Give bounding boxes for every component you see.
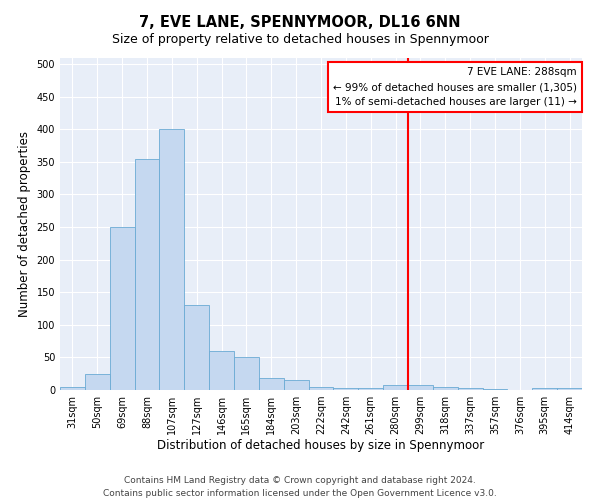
- Bar: [408, 386, 433, 390]
- Bar: [458, 388, 482, 390]
- Text: Size of property relative to detached houses in Spennymoor: Size of property relative to detached ho…: [112, 32, 488, 46]
- Bar: [160, 129, 184, 390]
- Bar: [184, 305, 209, 390]
- Bar: [110, 227, 134, 390]
- Bar: [334, 388, 358, 390]
- Bar: [557, 388, 582, 390]
- Y-axis label: Number of detached properties: Number of detached properties: [18, 130, 31, 317]
- Bar: [358, 388, 383, 390]
- Text: 7 EVE LANE: 288sqm
← 99% of detached houses are smaller (1,305)
1% of semi-detac: 7 EVE LANE: 288sqm ← 99% of detached hou…: [333, 68, 577, 107]
- Bar: [234, 358, 259, 390]
- Bar: [259, 378, 284, 390]
- Bar: [532, 388, 557, 390]
- Bar: [209, 351, 234, 390]
- Bar: [284, 380, 308, 390]
- Bar: [60, 386, 85, 390]
- Text: 7, EVE LANE, SPENNYMOOR, DL16 6NN: 7, EVE LANE, SPENNYMOOR, DL16 6NN: [139, 15, 461, 30]
- Bar: [433, 386, 458, 390]
- Bar: [134, 158, 160, 390]
- X-axis label: Distribution of detached houses by size in Spennymoor: Distribution of detached houses by size …: [157, 438, 485, 452]
- Text: Contains HM Land Registry data © Crown copyright and database right 2024.
Contai: Contains HM Land Registry data © Crown c…: [103, 476, 497, 498]
- Bar: [383, 386, 408, 390]
- Bar: [308, 386, 334, 390]
- Bar: [482, 388, 508, 390]
- Bar: [85, 374, 110, 390]
